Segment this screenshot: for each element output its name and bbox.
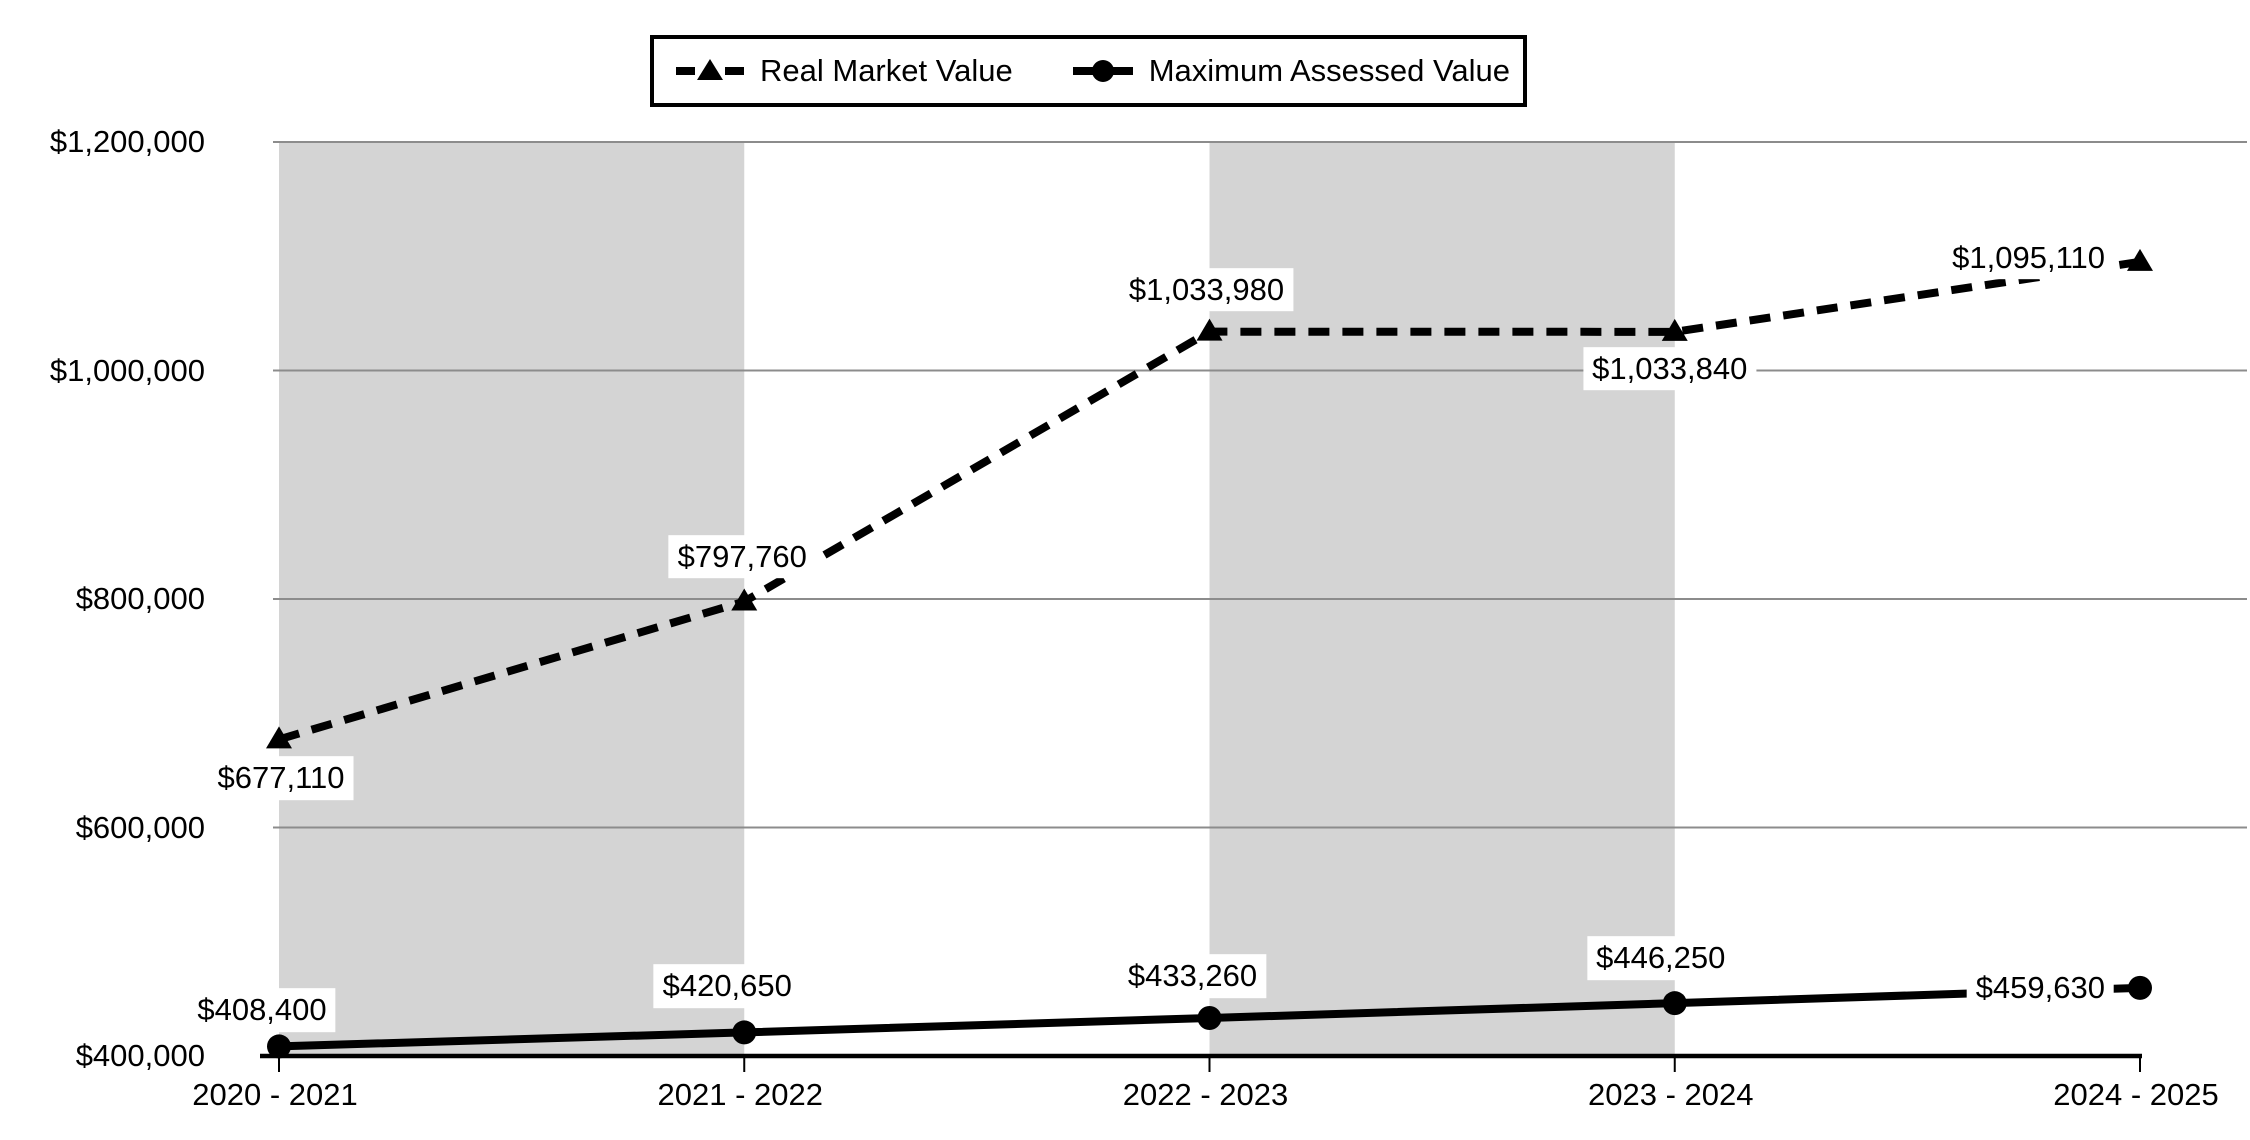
data-label: $797,760: [668, 534, 816, 579]
legend-label: Maximum Assessed Value: [1148, 53, 1510, 88]
circle-marker: [2128, 975, 2152, 1000]
y-tick-label: $1,000,000: [49, 352, 205, 388]
x-tick-label: 2022 - 2023: [1122, 1077, 1289, 1112]
circle-marker: [267, 1034, 291, 1059]
circle-marker: [732, 1020, 757, 1045]
triangle-marker: [266, 726, 292, 749]
data-label: $1,095,110: [1943, 236, 2114, 280]
x-tick-label: 2023 - 2024: [1588, 1077, 1754, 1112]
y-tick-label: $400,000: [75, 1038, 205, 1073]
y-tick-label: $800,000: [75, 581, 205, 616]
triangle-marker: [731, 588, 758, 611]
x-tick-label: 2024 - 2025: [2053, 1077, 2219, 1112]
dashed-line-triangle-marker-icon: [676, 59, 744, 80]
data-label: $1,033,840: [1583, 347, 1757, 391]
x-tick-label: 2020 - 2021: [192, 1077, 358, 1112]
data-label: $446,250: [1587, 936, 1735, 980]
data-label: $433,260: [1118, 954, 1267, 998]
data-label: $408,400: [188, 988, 336, 1033]
circle-marker: [1662, 991, 1687, 1016]
triangle-marker: [2127, 248, 2153, 271]
data-label: $420,650: [653, 964, 801, 1009]
legend-label: Real Market Value: [760, 53, 1013, 88]
legend: Real Market Value Maximum Assessed Value: [650, 35, 1527, 107]
circle-marker: [1197, 1006, 1222, 1031]
triangle-marker: [1196, 318, 1223, 341]
data-label: $677,110: [208, 756, 354, 801]
triangle-marker: [1661, 318, 1688, 341]
y-tick-label: $600,000: [75, 809, 205, 845]
legend-item-real-market-value: Real Market Value: [676, 53, 1013, 89]
legend-item-maximum-assessed-value: Maximum Assessed Value: [1072, 53, 1510, 89]
data-label: $459,630: [1966, 966, 2114, 1010]
solid-line-circle-marker-icon: [1072, 60, 1133, 82]
x-tick-label: 2021 - 2022: [657, 1077, 823, 1112]
y-tick-label: $1,200,000: [49, 124, 205, 159]
data-label: $1,033,980: [1119, 267, 1294, 312]
